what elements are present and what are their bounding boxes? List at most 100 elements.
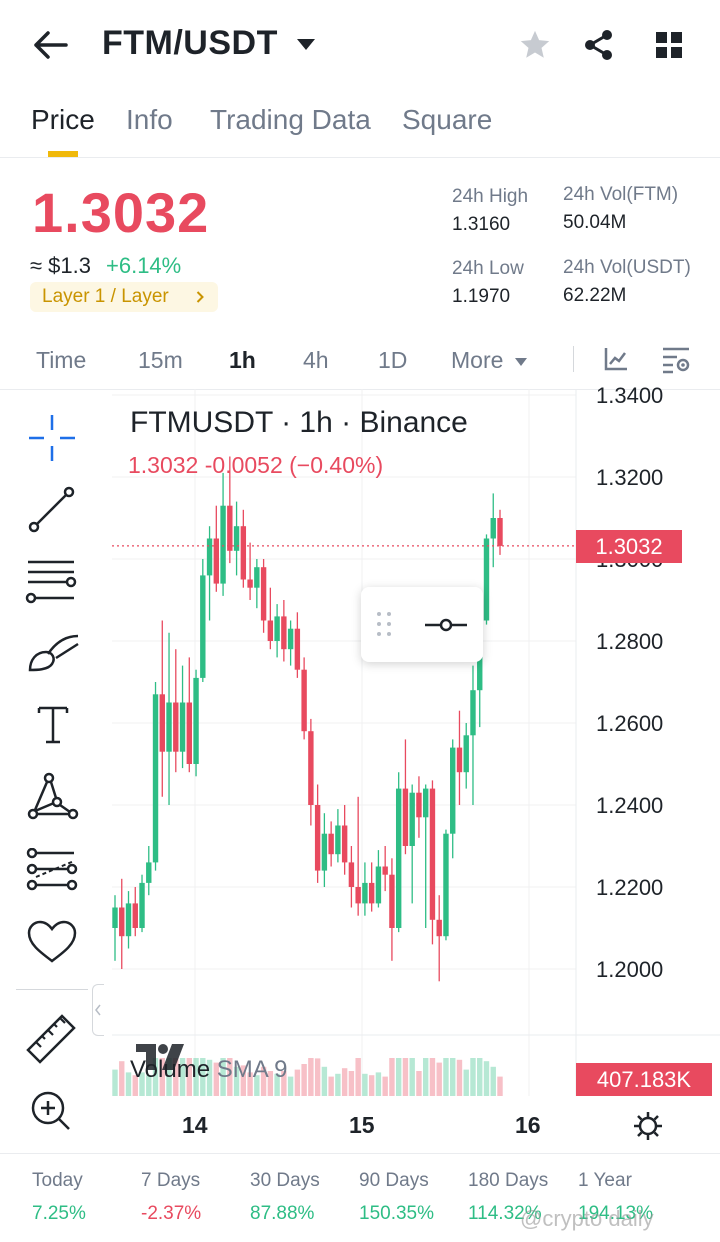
candle-body: [308, 731, 314, 805]
timeframe-more[interactable]: More: [451, 347, 528, 374]
timeframe-1h[interactable]: 1h: [229, 347, 256, 373]
candle-body: [395, 788, 402, 928]
caret-down-icon: [514, 357, 527, 366]
fib-tool-icon[interactable]: [26, 848, 78, 892]
crosshair-icon[interactable]: [26, 412, 78, 464]
vol-quote-label: 24h Vol(USDT): [563, 257, 691, 278]
volume-bar: [112, 1069, 118, 1096]
volume-bar: [247, 1072, 253, 1096]
tab-trading-data[interactable]: Trading Data: [210, 104, 371, 135]
floating-drawing-toolbar[interactable]: [361, 587, 483, 662]
volume-bar: [416, 1071, 422, 1096]
collapse-toolbar-handle[interactable]: [92, 984, 104, 1036]
volume-bar: [200, 1058, 206, 1096]
volume-bar: [301, 1064, 307, 1096]
volume-bar: [146, 1075, 152, 1096]
perf-value-180d: 114.32%: [468, 1203, 542, 1224]
timeframe-1d[interactable]: 1D: [378, 347, 408, 373]
timeframe-4h[interactable]: 4h: [303, 347, 329, 373]
tradingview-logo-icon: [132, 1040, 188, 1074]
candle-body: [240, 526, 247, 580]
volume-bar: [362, 1073, 368, 1096]
candle-body: [301, 669, 307, 732]
star-icon[interactable]: [518, 28, 552, 62]
volume-bar: [328, 1076, 334, 1096]
candle-body: [112, 907, 118, 928]
candle-body: [173, 702, 179, 752]
candle-body: [227, 505, 233, 551]
volume-bar: [321, 1066, 328, 1096]
volume-bar: [240, 1065, 247, 1096]
volume-bar: [119, 1061, 125, 1096]
share-icon[interactable]: [582, 28, 616, 62]
perf-value-7d: -2.37%: [141, 1203, 202, 1224]
candle-body: [490, 518, 496, 539]
favorites-heart-icon[interactable]: [26, 920, 78, 964]
back-arrow-icon[interactable]: [32, 30, 68, 60]
candle-body: [389, 874, 395, 928]
candle-body: [247, 579, 253, 588]
volume-label: Volume: [130, 1056, 211, 1083]
candle-body: [450, 747, 456, 834]
volume-bar: [382, 1076, 388, 1096]
candle-body: [254, 567, 260, 588]
candle-body: [139, 882, 145, 928]
x-axis-label: 15: [349, 1112, 375, 1138]
high-24h-label: 24h High: [452, 186, 529, 207]
gear-icon[interactable]: [632, 1110, 664, 1142]
drag-handle-icon[interactable]: [375, 611, 395, 639]
perf-label-1y: 1 Year: [578, 1170, 632, 1191]
brush-icon[interactable]: [26, 632, 80, 674]
vol-base-label: 24h Vol(FTM): [563, 184, 679, 205]
volume-bar: [206, 1059, 213, 1096]
volume-bar: [220, 1058, 226, 1096]
grid-menu-icon[interactable]: [655, 31, 683, 59]
volume-bar: [395, 1058, 402, 1096]
chart-settings-icon[interactable]: [661, 346, 691, 374]
candle-body: [186, 702, 192, 764]
indicator-chart-icon[interactable]: [603, 346, 629, 372]
candle-body: [200, 575, 206, 678]
horizontal-lines-icon[interactable]: [25, 558, 79, 604]
active-tab-indicator: [48, 151, 78, 157]
line-tool-icon[interactable]: [423, 615, 469, 635]
volume-bar: [429, 1058, 436, 1096]
tab-square[interactable]: Square: [402, 104, 493, 135]
candle-body: [409, 792, 415, 846]
timeframe-15m[interactable]: 15m: [138, 347, 183, 373]
low-24h-value: 1.1970: [452, 286, 511, 307]
usd-price: ≈ $1.3: [30, 253, 92, 278]
trend-line-icon[interactable]: [28, 486, 76, 534]
x-axis-label: 14: [182, 1112, 208, 1138]
candle-body: [213, 538, 220, 584]
chevron-left-icon: [95, 1004, 101, 1016]
ruler-icon[interactable]: [24, 1012, 78, 1066]
high-24h-value: 1.3160: [452, 214, 511, 235]
pattern-tool-icon[interactable]: [27, 772, 79, 820]
sector-tag[interactable]: Layer 1 / Layer: [30, 282, 219, 312]
candlestick-chart[interactable]: [0, 389, 720, 1154]
volume-bar: [227, 1058, 233, 1096]
x-axis-label: 16: [515, 1112, 541, 1138]
volume-bar: [213, 1062, 220, 1096]
volume-bar: [132, 1075, 138, 1096]
tab-price[interactable]: Price: [31, 104, 95, 135]
y-axis-label: 1.2400: [596, 793, 664, 818]
text-tool-icon[interactable]: [36, 704, 70, 746]
pair-title[interactable]: FTM/USDT: [102, 24, 278, 62]
volume-bar: [483, 1061, 490, 1096]
volume-bar: [152, 1058, 159, 1096]
candle-body: [233, 526, 240, 551]
candle-body: [355, 887, 361, 904]
candle-body: [463, 735, 469, 773]
chart-ohlc-readout: 1.3032 -0.0052 (−0.40%): [128, 452, 384, 478]
zoom-in-icon[interactable]: [30, 1090, 72, 1132]
timeframe-more-label: More: [451, 347, 504, 373]
perf-label-90d: 90 Days: [359, 1170, 429, 1191]
candle-body: [341, 825, 348, 863]
volume-value-tag: 407.183K: [576, 1063, 712, 1096]
volume-bar: [463, 1069, 469, 1096]
caret-down-icon[interactable]: [296, 38, 316, 52]
tab-info[interactable]: Info: [126, 104, 173, 135]
timeframe-time[interactable]: Time: [36, 347, 87, 373]
